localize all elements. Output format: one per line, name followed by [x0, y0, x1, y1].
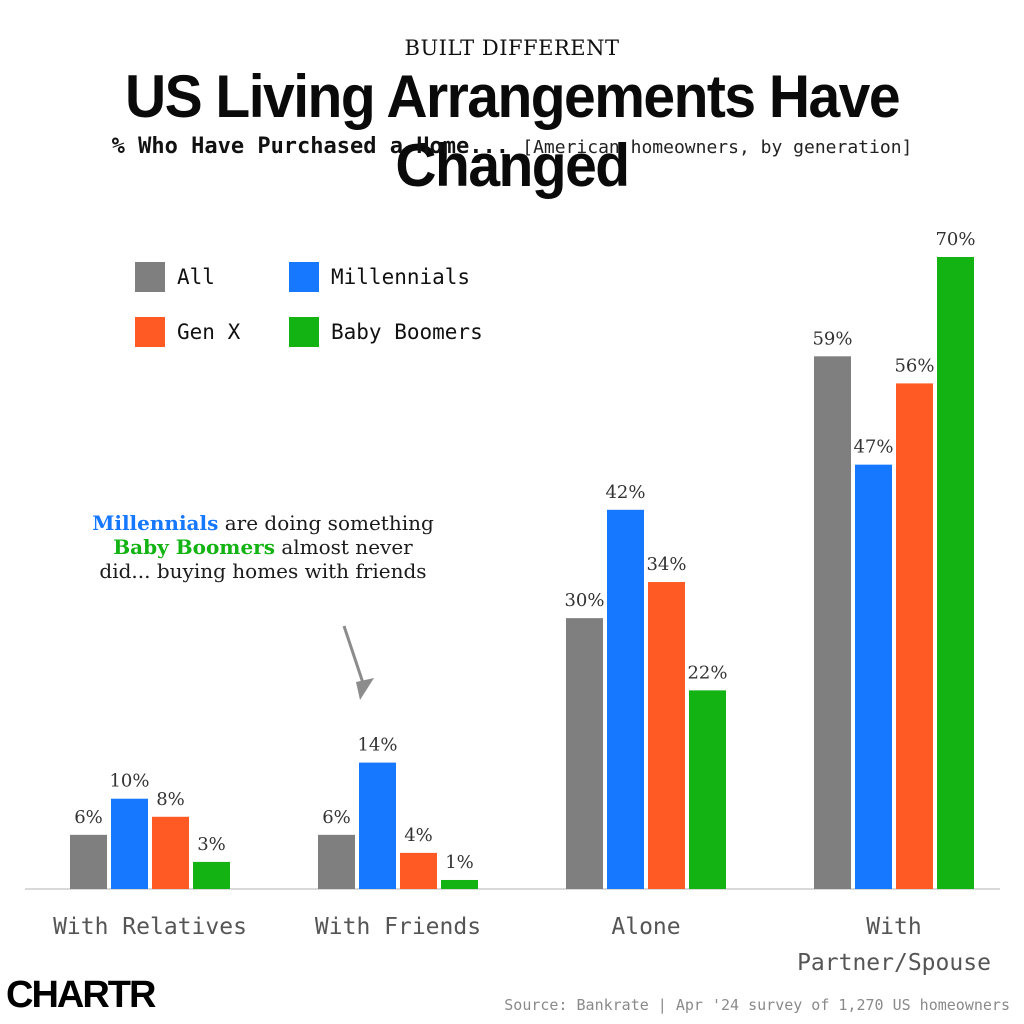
- data-label: 47%: [853, 437, 893, 458]
- bar-millennials-alone: [607, 509, 644, 889]
- category-label: With Friends: [315, 914, 481, 940]
- data-label: 59%: [812, 328, 852, 349]
- bar-gen-x-with-friends: [400, 852, 437, 889]
- data-label: 70%: [935, 229, 975, 250]
- bar-all-with-relatives: [70, 834, 107, 889]
- bar-baby-boomers-alone: [689, 690, 726, 889]
- bar-all-alone: [566, 618, 603, 889]
- data-label: 4%: [404, 825, 433, 846]
- data-label: 34%: [646, 554, 686, 575]
- bar-millennials-with-relatives: [111, 798, 148, 889]
- annotation-baby-boomers: Baby Boomers: [113, 535, 275, 559]
- legend-label: Baby Boomers: [331, 320, 483, 344]
- bar-gen-x-alone: [648, 582, 685, 889]
- legend-swatch-millennials: [289, 262, 319, 292]
- bar-millennials-with-friends: [359, 762, 396, 889]
- bar-millennials-with-partner-spouse: [855, 464, 892, 889]
- data-label: 56%: [894, 355, 934, 376]
- data-label: 6%: [74, 807, 103, 828]
- data-label: 1%: [445, 852, 474, 873]
- data-label: 22%: [687, 662, 727, 683]
- bar-gen-x-with-relatives: [152, 816, 189, 889]
- category-label: With Relatives: [53, 914, 247, 940]
- chart-title: US Living Arrangements Have Changed: [124, 63, 901, 199]
- data-label: 8%: [156, 789, 185, 810]
- legend-label: Gen X: [177, 320, 241, 344]
- bar-gen-x-with-partner-spouse: [896, 383, 933, 889]
- bar-all-with-partner-spouse: [814, 356, 851, 889]
- chartr-logo: CHARTR: [6, 974, 156, 1016]
- bar-baby-boomers-with-partner-spouse: [937, 257, 974, 889]
- subtitle-note: [American homeowners, by generation]: [522, 137, 913, 158]
- legend-swatch-baby-boomers: [289, 317, 319, 347]
- data-label: 10%: [109, 771, 149, 792]
- annotation-text-part: almost never did... buying homes with fr…: [99, 535, 427, 583]
- bar-all-with-friends: [318, 834, 355, 889]
- source-note: Source: Bankrate | Apr '24 survey of 1,2…: [504, 996, 1010, 1014]
- bar-baby-boomers-with-friends: [441, 879, 478, 889]
- category-label: With: [866, 914, 921, 940]
- annotation-millennials: Millennials: [92, 511, 219, 535]
- annotation-arrow-line: [342, 625, 367, 690]
- legend-label: Millennials: [331, 265, 470, 289]
- legend-swatch-gen-x: [135, 317, 165, 347]
- annotation-arrow-head: [356, 678, 374, 700]
- data-label: 14%: [357, 735, 397, 756]
- chart-kicker: BUILT DIFFERENT: [404, 36, 620, 60]
- chart-subtitle: % Who Have Purchased a Home... [American…: [0, 134, 1024, 159]
- category-label: Partner/Spouse: [797, 950, 991, 976]
- annotation-text: Millennials are doing something Baby Boo…: [88, 511, 438, 583]
- data-label: 30%: [564, 590, 604, 611]
- bar-baby-boomers-with-relatives: [193, 861, 230, 889]
- data-label: 6%: [322, 807, 351, 828]
- data-label: 3%: [197, 834, 226, 855]
- category-label: Alone: [611, 914, 680, 940]
- legend-label: All: [177, 265, 215, 289]
- subtitle-main: % Who Have Purchased a Home...: [111, 134, 509, 159]
- data-label: 42%: [605, 482, 645, 503]
- legend-swatch-all: [135, 262, 165, 292]
- annotation-text-part: are doing something: [218, 511, 434, 535]
